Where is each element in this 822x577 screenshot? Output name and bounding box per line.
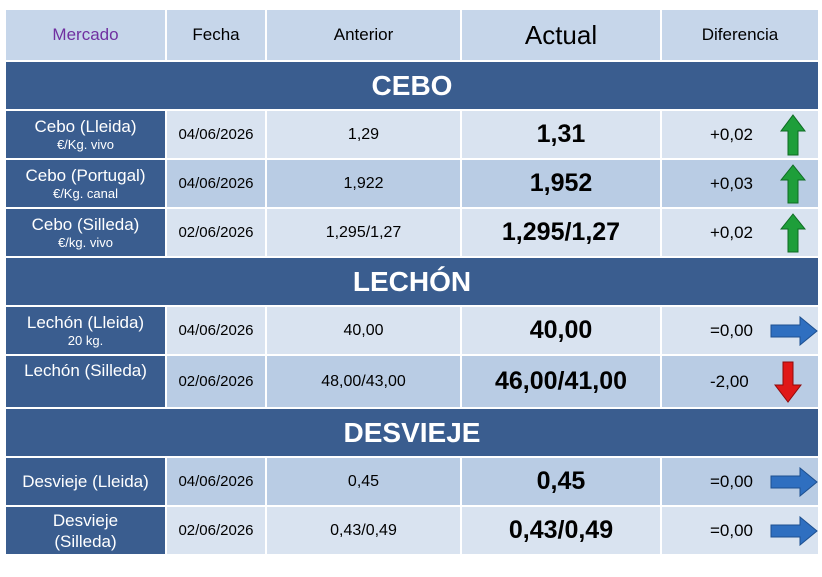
date: 04/06/2026: [165, 109, 267, 160]
difference: +0,02: [660, 109, 820, 160]
section-title: CEBO: [4, 60, 820, 111]
table-row: CEBO: [4, 60, 820, 111]
text: =0,00: [710, 520, 754, 540]
text: +0,02: [710, 222, 754, 242]
text: €/Kg. canal: [52, 186, 119, 201]
table-row: LECHÓN: [4, 256, 820, 307]
arrow-down: [774, 361, 802, 403]
current: 46,00/41,00: [460, 354, 662, 409]
arrow-up: [780, 163, 806, 203]
table-row: Cebo (Silleda) €/kg. vivo 02/06/2026 1,29…: [4, 207, 820, 258]
market: Desvieje (Silleda): [4, 505, 167, 556]
difference: =0,00: [660, 456, 820, 507]
price-table: Mercado Fecha Anterior Actual Diferencia…: [4, 8, 820, 556]
difference: =0,00: [660, 505, 820, 556]
table-row: DESVIEJE: [4, 407, 820, 458]
previous: 48,00/43,00: [265, 354, 462, 409]
text: +0,03: [710, 173, 754, 193]
date: 04/06/2026: [165, 305, 267, 356]
arrow-up: [780, 212, 806, 252]
arrow-right: [770, 315, 818, 346]
table-row: Cebo (Lleida) €/Kg. vivo 04/06/2026 1,29 …: [4, 109, 820, 160]
table-row: Desvieje (Lleida) 04/06/2026 0,45 0,45 =…: [4, 456, 820, 507]
difference: =0,00: [660, 305, 820, 356]
table-row: Lechón (Lleida) 20 kg. 04/06/2026 40,00 4…: [4, 305, 820, 356]
previous: 1,29: [265, 109, 462, 160]
text: €/kg. vivo: [58, 235, 113, 250]
difference: -2,00: [660, 354, 820, 409]
header-cell: Anterior: [265, 8, 462, 62]
date: 02/06/2026: [165, 207, 267, 258]
market: Lechón (Lleida) 20 kg.: [4, 305, 167, 356]
current: 1,952: [460, 158, 662, 209]
text: €/Kg. vivo: [56, 137, 115, 152]
date: 02/06/2026: [165, 354, 267, 409]
previous: 1,295/1,27: [265, 207, 462, 258]
header-cell: Mercado: [4, 8, 167, 62]
current: 40,00: [460, 305, 662, 356]
table-row: Cebo (Portugal) €/Kg. canal 04/06/2026 1,…: [4, 158, 820, 209]
market: Cebo (Lleida) €/Kg. vivo: [4, 109, 167, 160]
text: Cebo (Portugal): [25, 166, 146, 185]
table-row: Lechón (Silleda) 02/06/2026 48,00/43,00 …: [4, 354, 820, 409]
difference: +0,02: [660, 207, 820, 258]
arrow-up: [780, 113, 806, 155]
section-title: DESVIEJE: [4, 407, 820, 458]
date: 04/06/2026: [165, 456, 267, 507]
current: 1,31: [460, 109, 662, 160]
table-row: Desvieje (Silleda) 02/06/2026 0,43/0,49 …: [4, 505, 820, 556]
header-cell: Fecha: [165, 8, 267, 62]
text: +0,02: [710, 124, 754, 144]
text: =0,00: [710, 320, 754, 340]
previous: 1,922: [265, 158, 462, 209]
difference: +0,03: [660, 158, 820, 209]
section-title: LECHÓN: [4, 256, 820, 307]
text: =0,00: [710, 471, 754, 491]
text: Cebo (Lleida): [34, 117, 137, 136]
text: -2,00: [710, 371, 749, 391]
date: 04/06/2026: [165, 158, 267, 209]
arrow-right: [770, 466, 818, 497]
market: Desvieje (Lleida): [4, 456, 167, 507]
market: Cebo (Silleda) €/kg. vivo: [4, 207, 167, 258]
header-row: Mercado Fecha Anterior Actual Diferencia: [4, 8, 820, 62]
current: 0,43/0,49: [460, 505, 662, 556]
previous: 40,00: [265, 305, 462, 356]
text: Desvieje (Lleida): [22, 472, 149, 491]
text: 20 kg.: [67, 333, 104, 348]
arrow-right: [770, 515, 818, 546]
previous: 0,45: [265, 456, 462, 507]
text: Lechón (Silleda): [24, 361, 147, 380]
market: Cebo (Portugal) €/Kg. canal: [4, 158, 167, 209]
current: 0,45: [460, 456, 662, 507]
date: 02/06/2026: [165, 505, 267, 556]
market: Lechón (Silleda): [4, 354, 167, 409]
header-cell: Actual: [460, 8, 662, 62]
text: Desvieje (Silleda): [52, 510, 119, 551]
header-cell: Diferencia: [660, 8, 820, 62]
current: 1,295/1,27: [460, 207, 662, 258]
text: Lechón (Lleida): [26, 313, 145, 332]
previous: 0,43/0,49: [265, 505, 462, 556]
text: Cebo (Silleda): [31, 215, 140, 234]
